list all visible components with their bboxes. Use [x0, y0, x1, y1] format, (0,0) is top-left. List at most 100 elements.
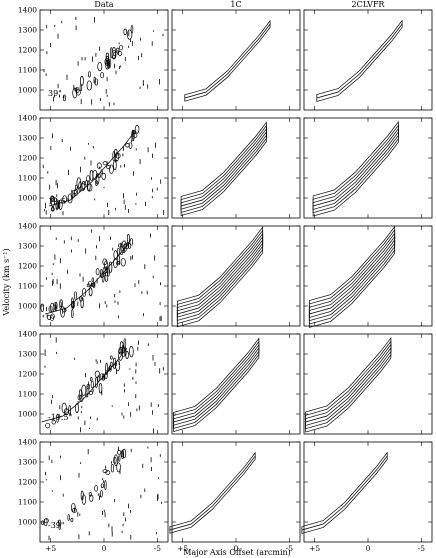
x-tick-label: +5 — [309, 544, 320, 553]
data-contour — [129, 238, 134, 246]
data-contour — [62, 195, 68, 203]
model-contour — [184, 19, 271, 102]
data-contour — [81, 494, 87, 505]
panel — [171, 333, 301, 435]
data-contour — [117, 247, 120, 255]
panel — [169, 441, 301, 543]
y-tick-label: 1200 — [18, 46, 37, 55]
data-contour — [134, 125, 140, 134]
data-contour — [50, 195, 54, 203]
model-contour — [308, 225, 396, 328]
data-contour — [100, 489, 103, 498]
panel — [301, 441, 433, 543]
x-tick-label: 0 — [234, 544, 239, 553]
data-contour — [63, 408, 69, 416]
data-contour — [94, 485, 98, 492]
offset-label: 39" — [48, 89, 62, 98]
y-tick-label: 1400 — [18, 438, 37, 447]
panel — [171, 9, 301, 111]
column-title: Data — [94, 0, 113, 9]
y-tick-label: 1400 — [18, 330, 37, 339]
y-tick-label: 1100 — [18, 282, 37, 291]
y-tick-label: 1000 — [18, 518, 37, 527]
offset-label: -19.5" — [48, 413, 72, 422]
data-contour — [99, 269, 103, 277]
offset-label: 0" — [48, 305, 57, 314]
data-contour — [132, 133, 138, 138]
data-contour — [81, 181, 86, 190]
data-contour — [102, 258, 108, 266]
data-contour — [113, 456, 117, 464]
data-contour — [116, 462, 121, 473]
model-contour — [173, 337, 260, 433]
data-contour — [43, 518, 48, 527]
panel: 1000 1100 1200 1300 1400 0" — [18, 222, 169, 327]
data-contour — [110, 464, 114, 473]
column-title: 1C — [230, 0, 241, 9]
data-contour — [118, 51, 123, 56]
x-tick-label: +5 — [45, 544, 56, 553]
data-contour — [78, 181, 82, 192]
data-contour — [104, 57, 110, 66]
model-contour — [180, 121, 267, 217]
data-contour — [105, 165, 111, 169]
data-contour — [128, 142, 133, 149]
y-tick-label: 1300 — [18, 134, 37, 143]
model-contour — [308, 235, 396, 318]
data-contour — [95, 268, 100, 276]
data-contour — [101, 373, 105, 381]
data-contour — [129, 345, 134, 358]
panel-grid: 1000 1100 1200 1300 1400 39" 10001100120013001… — [18, 6, 433, 543]
y-tick-label: 1300 — [18, 242, 37, 251]
data-contour — [120, 257, 126, 267]
data-contour — [104, 271, 109, 282]
model-contour — [173, 343, 260, 426]
data-contour — [86, 283, 91, 288]
data-contour — [62, 94, 66, 102]
data-contour — [127, 243, 132, 249]
y-tick-label: 1300 — [18, 458, 37, 467]
data-contour — [102, 161, 108, 166]
data-contour — [126, 29, 133, 40]
data-contour — [120, 451, 124, 458]
y-tick-label: 1000 — [18, 86, 37, 95]
model-ridge — [316, 23, 403, 99]
data-contour — [105, 370, 108, 375]
model-ridge — [169, 455, 256, 531]
model-ridge — [173, 347, 260, 423]
data-contour — [119, 341, 124, 351]
data-contour — [71, 309, 74, 318]
data-contour — [93, 76, 96, 84]
data-contour — [109, 164, 114, 175]
data-contour — [78, 389, 82, 399]
data-contour — [113, 454, 118, 467]
data-ridge — [49, 131, 135, 207]
data-contour — [109, 47, 113, 59]
data-contour — [118, 44, 124, 51]
data-contour — [121, 449, 125, 460]
data-contour — [100, 72, 105, 79]
y-tick-label: 1000 — [18, 410, 37, 419]
y-axis-title: Velocity (km s⁻¹) — [2, 248, 11, 316]
model-contour — [308, 228, 396, 325]
data-contour — [121, 347, 127, 357]
model-contour — [301, 451, 388, 534]
panel — [303, 333, 433, 435]
y-tick-label: 1300 — [18, 350, 37, 359]
x-axis-tick-labels: +5 0 -5 +5 0 -5 +5 0 -5 — [45, 544, 425, 553]
data-contour — [117, 450, 122, 455]
model-contour — [169, 451, 256, 534]
data-contour — [75, 403, 79, 413]
data-contour — [67, 514, 70, 521]
x-tick-label: 0 — [366, 544, 371, 553]
x-tick-label: 0 — [102, 544, 107, 553]
model-ridge — [184, 23, 271, 99]
y-tick-label: 1300 — [18, 26, 37, 35]
data-contour — [55, 201, 60, 210]
x-tick-label: +5 — [177, 544, 188, 553]
y-tick-label: 1100 — [18, 498, 37, 507]
x-tick-label: -5 — [154, 544, 162, 553]
offset-label: -39" — [48, 521, 65, 530]
data-contour — [122, 243, 128, 252]
